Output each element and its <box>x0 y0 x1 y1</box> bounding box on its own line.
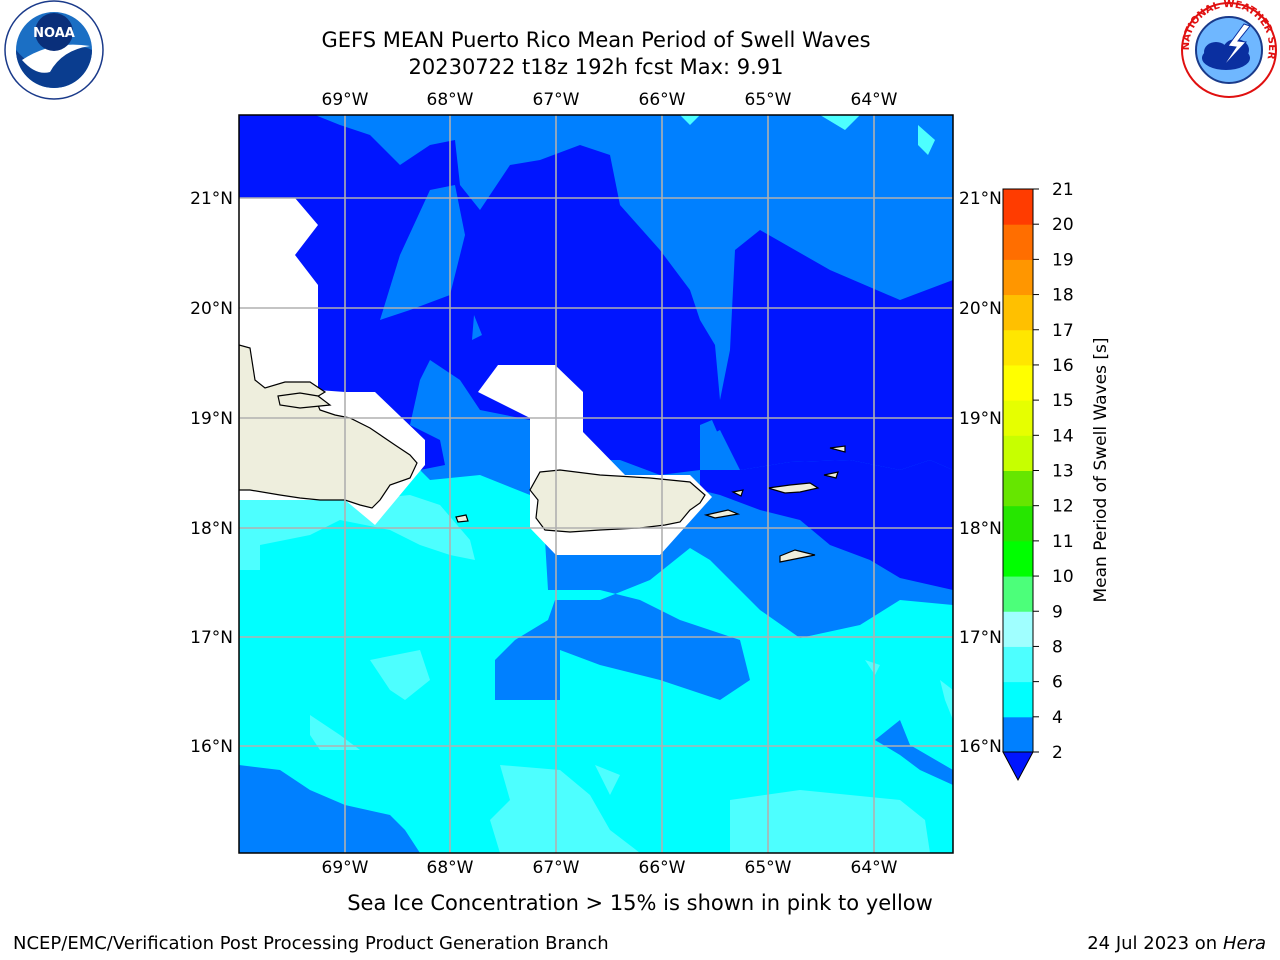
colorbar-segment <box>1003 716 1033 753</box>
nws-logo: NATIONAL WEATHER SERVICE <box>1178 0 1277 98</box>
colorbar-segment <box>1003 646 1033 683</box>
lat-label: 17°N <box>190 628 233 648</box>
colorbar-tick-label: 2 <box>1052 743 1063 763</box>
lat-label: 16°N <box>959 737 1002 757</box>
swell-field-mid-blue-se <box>875 720 953 785</box>
colorbar-segment <box>1003 294 1033 331</box>
lon-label: 69°W <box>322 90 369 110</box>
lon-label: 68°W <box>427 90 474 110</box>
lat-labels-left: 21°N 20°N 19°N 18°N 17°N 16°N <box>190 189 233 757</box>
hispaniola-land <box>239 344 418 509</box>
colorbar-segment <box>1003 189 1033 225</box>
swell-field-mid-blue-sw <box>239 765 420 853</box>
virgin-islands-land <box>767 482 820 494</box>
colorbar: 2 4 6 8 9 10 11 12 13 14 15 16 17 18 19 20 21 <box>1002 180 1074 782</box>
colorbar-tick-label: 8 <box>1052 637 1063 657</box>
footer-date-text: 24 Jul 2023 on <box>1087 933 1223 954</box>
lon-labels-top: 69°W 68°W 67°W 66°W 65°W 64°W <box>322 90 898 110</box>
lat-label: 18°N <box>190 519 233 539</box>
noaa-logo-text: NOAA <box>33 26 75 41</box>
colorbar-tick-label: 21 <box>1052 180 1074 200</box>
lat-label: 20°N <box>959 299 1002 319</box>
colorbar-tick-label: 4 <box>1052 708 1063 728</box>
noaa-logo: NOAA <box>4 0 104 100</box>
lon-label: 68°W <box>427 858 474 878</box>
lon-label: 65°W <box>745 90 792 110</box>
colorbar-label: Mean Period of Swell Waves [s] <box>1091 338 1111 603</box>
colorbar-tick-label: 10 <box>1052 567 1074 587</box>
swell-field-mid-blue-north <box>380 185 465 320</box>
colorbar-tick-label: 6 <box>1052 673 1063 693</box>
lat-label: 17°N <box>959 628 1002 648</box>
lon-label: 67°W <box>533 858 580 878</box>
lon-label: 67°W <box>533 90 580 110</box>
swell-field-deep-blue-nw <box>239 115 953 475</box>
lat-label: 18°N <box>959 519 1002 539</box>
footer-host: Hera <box>1222 933 1266 954</box>
footer-credit: NCEP/EMC/Verification Post Processing Pr… <box>13 933 609 954</box>
colorbar-segment <box>1003 259 1033 296</box>
chart-subtitle: 20230722 t18z 192h fcst Max: 9.91 <box>408 55 784 79</box>
footer-date: 24 Jul 2023 on Hera <box>1087 933 1266 954</box>
colorbar-tick-label: 18 <box>1052 286 1074 306</box>
colorbar-tick-label: 14 <box>1052 426 1074 446</box>
colorbar-segment <box>1003 611 1033 647</box>
colorbar-tick-label: 20 <box>1052 215 1074 235</box>
colorbar-segment <box>1003 505 1033 542</box>
colorbar-tick-label: 15 <box>1052 391 1074 411</box>
figure-caption: Sea Ice Concentration > 15% is shown in … <box>347 891 933 915</box>
colorbar-tick-label: 13 <box>1052 462 1074 482</box>
lat-labels-right: 21°N 20°N 19°N 18°N 17°N 16°N <box>959 189 1002 757</box>
colorbar-segment <box>1003 329 1033 366</box>
lat-label: 21°N <box>190 189 233 209</box>
lat-label: 16°N <box>190 737 233 757</box>
colorbar-segment <box>1003 224 1033 260</box>
map-plot-area <box>239 115 953 853</box>
lat-label: 19°N <box>959 409 1002 429</box>
lon-label: 65°W <box>745 858 792 878</box>
colorbar-segment <box>1003 681 1033 718</box>
colorbar-tick-label: 9 <box>1052 602 1063 622</box>
lon-label: 66°W <box>639 90 686 110</box>
colorbar-tick-label: 12 <box>1052 497 1074 517</box>
colorbar-segment <box>1003 540 1033 577</box>
swell-field-light-cyan <box>239 495 475 570</box>
colorbar-tick-label: 17 <box>1052 321 1074 341</box>
swell-field-deep-blue-ne <box>700 460 953 590</box>
colorbar-tick-label: 16 <box>1052 356 1074 376</box>
map-gridlines <box>239 115 953 853</box>
chart-title: GEFS MEAN Puerto Rico Mean Period of Swe… <box>321 28 871 52</box>
lon-labels-bottom: 69°W 68°W 67°W 66°W 65°W 64°W <box>322 858 898 878</box>
colorbar-segment <box>1003 364 1033 401</box>
colorbar-segment <box>1003 435 1033 471</box>
lat-label: 20°N <box>190 299 233 319</box>
colorbar-segment <box>1003 576 1033 612</box>
colorbar-tick-label: 11 <box>1052 532 1074 552</box>
lon-label: 64°W <box>851 858 898 878</box>
colorbar-under-arrow <box>1002 751 1034 782</box>
colorbar-segment <box>1003 400 1033 436</box>
lat-label: 19°N <box>190 409 233 429</box>
colorbar-tick-label: 19 <box>1052 250 1074 270</box>
lon-label: 66°W <box>639 858 686 878</box>
colorbar-segment <box>1003 470 1033 507</box>
lon-label: 64°W <box>851 90 898 110</box>
map-frame <box>238 114 954 854</box>
lat-label: 21°N <box>959 189 1002 209</box>
lon-label: 69°W <box>322 858 369 878</box>
